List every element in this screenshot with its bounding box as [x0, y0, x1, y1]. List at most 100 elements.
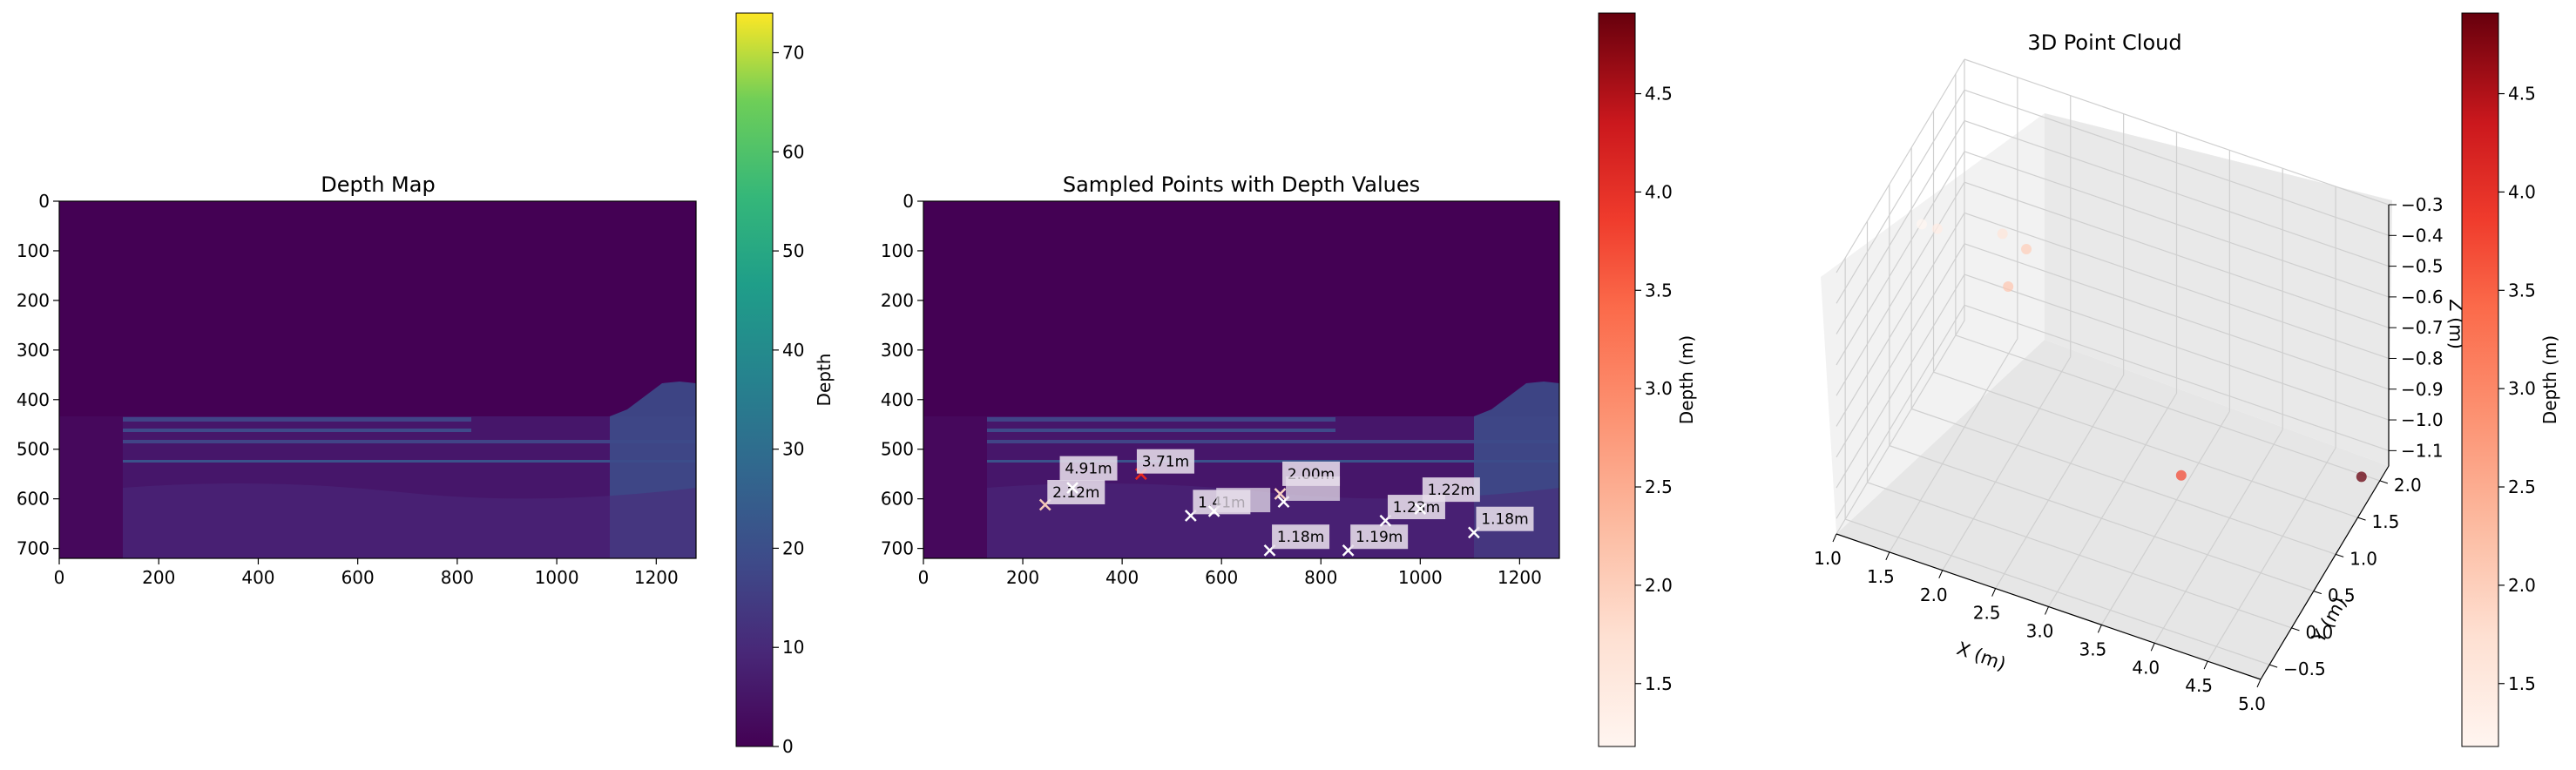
x-tick-label: 400 — [1105, 567, 1139, 588]
sample-point: 4.91m — [1059, 456, 1118, 495]
y-axis-line — [2260, 465, 2390, 680]
x-tick-label: 400 — [241, 567, 274, 588]
x-tick-label: 5.0 — [2238, 693, 2266, 714]
grid-line — [1836, 58, 1965, 274]
grid-line — [1836, 181, 1965, 396]
depth-map-image — [59, 201, 696, 558]
grid-line — [1836, 151, 1965, 366]
x-tick-label: 3.0 — [2026, 621, 2054, 642]
sample-label-box — [1350, 524, 1409, 550]
colorbar-tick-label: 0 — [782, 736, 794, 757]
y-tick-label: 600 — [17, 489, 50, 510]
colorbar-tick-label: 40 — [782, 340, 804, 361]
sample-point — [1207, 488, 1271, 517]
depth-colorbar-ticks: 0 10 20 30 40 50 60 70 — [773, 43, 804, 757]
point-cloud-panel: 3D Point Cloud 1.0 1.5 2.0 2.5 3.0 3.5 4.0 4.5 5… — [1814, 12, 2560, 747]
x-tick-label: 800 — [441, 567, 474, 588]
sampled-band — [987, 460, 1559, 463]
z-tick-label: −0.7 — [2401, 317, 2444, 338]
x-tick-label: 0 — [918, 567, 930, 588]
grid-line — [1836, 305, 1965, 519]
x-tick-label: 600 — [341, 567, 375, 588]
y-tick-label: 0 — [38, 191, 50, 212]
y-tick-label: 0.5 — [2328, 585, 2356, 606]
x-tick-label: 2.0 — [1920, 584, 1948, 605]
sample-point-marker — [1274, 488, 1287, 500]
cloud-point — [2003, 280, 2014, 292]
sampled-y-ticks: 0 100 200 300 400 500 600 700 — [881, 191, 923, 559]
sampled-x-ticks: 0 200 400 600 800 1000 1200 — [918, 558, 1542, 588]
grid-line — [1942, 356, 2072, 571]
y-axis-label: Y (m) — [2308, 593, 2350, 647]
x-tick-label: 4.0 — [2132, 657, 2160, 678]
cloud-point — [2356, 471, 2367, 483]
sampled-left-strip — [923, 416, 987, 558]
grid-line — [1964, 304, 2390, 451]
colorbar-tick-label: 3.5 — [1645, 280, 1673, 301]
sample-depth-label: 1.18m — [1277, 529, 1324, 546]
z-tick-label: −0.9 — [2401, 379, 2444, 400]
x-tick-mark — [1885, 551, 1890, 561]
grid-line — [1964, 58, 2390, 206]
sample-label-box — [1476, 506, 1534, 531]
point-cloud-points — [1916, 219, 2367, 483]
sample-label-box — [1272, 524, 1330, 550]
x-axis-line — [1836, 533, 2262, 680]
sampled-colorbar-ticks: 1.5 2.0 2.5 3.0 3.5 4.0 4.5 — [1635, 84, 1673, 694]
sampled-points: 2.12m3.71m1.41m2.00m1.18m1.19m1.23m1.18m… — [1038, 449, 1534, 557]
y-tick-label: 1.5 — [2372, 511, 2400, 532]
grid-line — [2047, 393, 2178, 607]
y-tick-label: 300 — [881, 340, 914, 361]
grid-line — [2207, 447, 2336, 662]
depth-map-title: Depth Map — [321, 172, 435, 197]
x-tick-label: 1.0 — [1814, 548, 1842, 569]
x-tick-label: 200 — [142, 567, 175, 588]
sample-label-box — [1422, 477, 1480, 503]
depth-colorbar — [735, 12, 774, 747]
sample-depth-label: 1.22m — [1428, 482, 1475, 499]
sample-depth-label: 1.23m — [1393, 499, 1440, 517]
sampled-band — [987, 429, 1335, 432]
grid-line — [1836, 213, 1965, 427]
y-tick-label: 700 — [881, 538, 914, 559]
y-tick-label: 600 — [881, 489, 914, 510]
z-tick-label: −0.5 — [2401, 256, 2444, 277]
colorbar-tick-label: 2.5 — [1645, 476, 1673, 497]
colorbar-tick-label: 1.5 — [2508, 673, 2536, 694]
sampled-depth-colorbar — [1598, 12, 1636, 747]
x-tick-mark — [2203, 660, 2208, 670]
colorbar-tick-label: 70 — [782, 43, 804, 64]
z-tick-label: −0.3 — [2401, 194, 2444, 215]
sampled-frame — [923, 200, 1560, 559]
x-tick-label: 2.5 — [1973, 603, 2001, 624]
grid-line — [2153, 429, 2283, 644]
cloud-point — [1997, 228, 2008, 240]
colorbar-tick-label: 1.5 — [1645, 673, 1673, 694]
grid-line — [1964, 243, 2390, 390]
y-tick-label: 300 — [17, 340, 50, 361]
x-tick-mark — [2256, 679, 2262, 688]
colorbar-tick-label: 4.5 — [1645, 84, 1673, 105]
depth-map-panel: Depth Map 0 200 400 600 800 1000 1200 01002003… — [17, 12, 835, 757]
y-tick-label: 500 — [881, 439, 914, 460]
colorbar-tick-label: 2.5 — [2508, 476, 2536, 497]
x-tick-mark — [2097, 625, 2102, 633]
grid-line — [1836, 243, 1965, 458]
point-cloud-colorbar-label: Depth (m) — [2539, 335, 2560, 424]
grid-line — [1836, 89, 1965, 304]
sample-point: 1.18m — [1263, 524, 1330, 557]
x-tick-label: 600 — [1205, 567, 1238, 588]
grid-line — [1995, 375, 2125, 589]
grid-line — [1889, 338, 2018, 553]
sample-label-box — [1059, 456, 1118, 481]
x-tick-mark — [2150, 643, 2155, 652]
x-tick-label: 1000 — [535, 567, 579, 588]
grid-line — [1889, 445, 2315, 592]
depth-map-x-ticks: 0 200 400 600 800 1000 1200 — [54, 558, 679, 588]
y-tick-mark — [2291, 627, 2300, 632]
depth-map-frame — [58, 200, 697, 559]
z-tick-label: −1.1 — [2401, 440, 2444, 461]
point-cloud-grid — [1836, 58, 2390, 680]
x-axis-label: X (m) — [1954, 638, 2009, 674]
